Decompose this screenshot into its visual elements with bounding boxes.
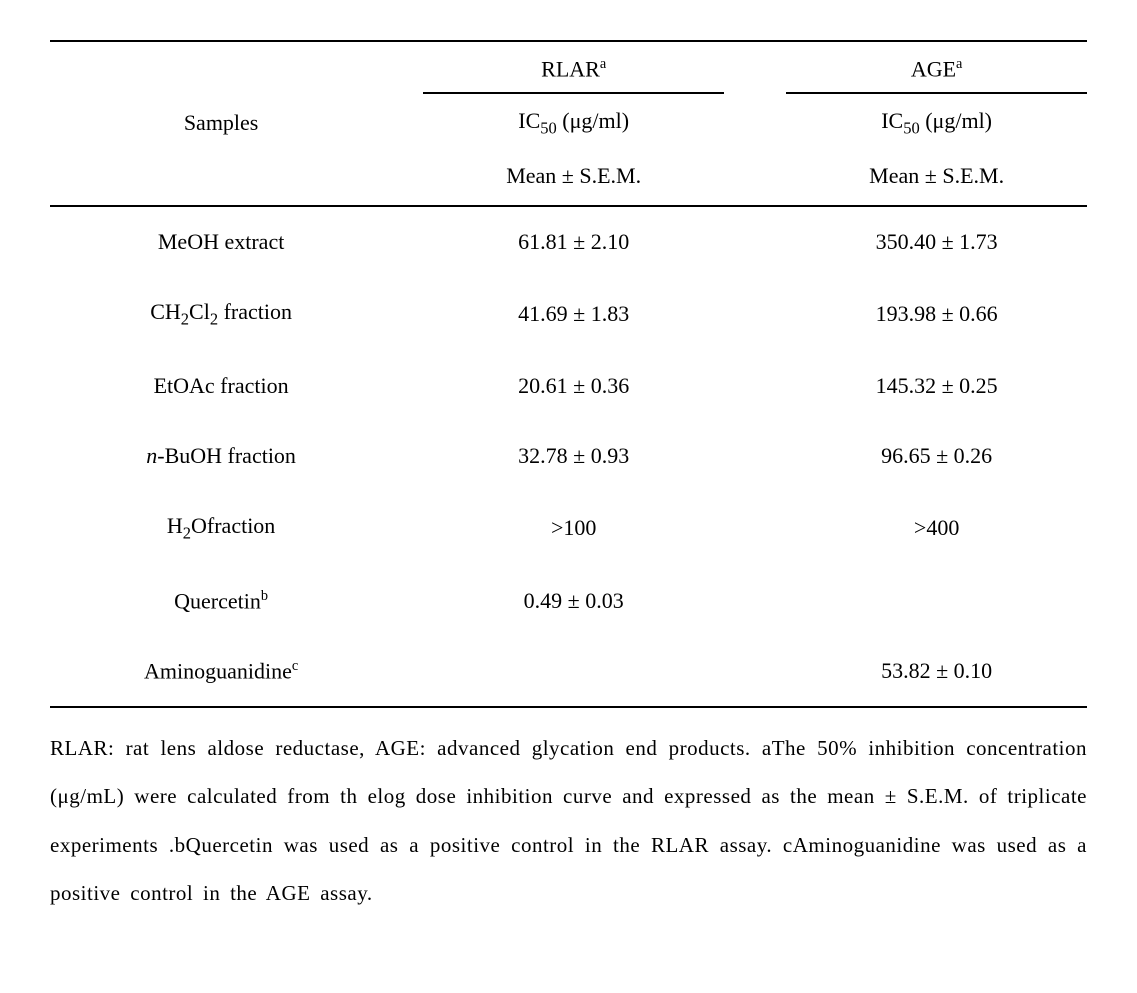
cell-rlar: 20.61 ± 0.36 [423, 351, 724, 421]
cell-sample: Quercetinb [50, 566, 392, 636]
cell-age: 53.82 ± 0.10 [786, 636, 1087, 707]
table-row: H2Ofraction >100 >400 [50, 491, 1087, 565]
cell-sample: n-BuOH fraction [50, 421, 392, 491]
cell-rlar: 61.81 ± 2.10 [423, 206, 724, 277]
cell-sample: Aminoguanidinec [50, 636, 392, 707]
cell-age: 96.65 ± 0.26 [786, 421, 1087, 491]
cell-age: 350.40 ± 1.73 [786, 206, 1087, 277]
header-rlar-ic50: IC50 (μg/ml) [423, 93, 724, 152]
cell-rlar [423, 636, 724, 707]
header-age-mean: Mean ± S.E.M. [786, 153, 1087, 206]
data-table: RLARa AGEa Samples IC50 (μg/ml) IC50 (μg… [50, 40, 1087, 708]
cell-sample: H2Ofraction [50, 491, 392, 565]
table-row: Aminoguanidinec 53.82 ± 0.10 [50, 636, 1087, 707]
header-age-ic50: IC50 (μg/ml) [786, 93, 1087, 152]
cell-sample: EtOAc fraction [50, 351, 392, 421]
header-rlar: RLARa [423, 41, 724, 93]
cell-age: 145.32 ± 0.25 [786, 351, 1087, 421]
cell-rlar: 32.78 ± 0.93 [423, 421, 724, 491]
cell-age: >400 [786, 491, 1087, 565]
cell-age [786, 566, 1087, 636]
cell-rlar: 0.49 ± 0.03 [423, 566, 724, 636]
header-row-group-labels: RLARa AGEa [50, 41, 1087, 93]
cell-sample: CH2Cl2 fraction [50, 277, 392, 351]
header-rlar-mean: Mean ± S.E.M. [423, 153, 724, 206]
header-samples: Samples [50, 93, 392, 152]
cell-rlar: >100 [423, 491, 724, 565]
footnote-text: RLAR: rat lens aldose reductase, AGE: ad… [50, 724, 1087, 917]
cell-sample: MeOH extract [50, 206, 392, 277]
header-row-ic50: Samples IC50 (μg/ml) IC50 (μg/ml) [50, 93, 1087, 152]
table-row: EtOAc fraction 20.61 ± 0.36 145.32 ± 0.25 [50, 351, 1087, 421]
table-row: Quercetinb 0.49 ± 0.03 [50, 566, 1087, 636]
cell-age: 193.98 ± 0.66 [786, 277, 1087, 351]
table-row: n-BuOH fraction 32.78 ± 0.93 96.65 ± 0.26 [50, 421, 1087, 491]
header-age: AGEa [786, 41, 1087, 93]
cell-rlar: 41.69 ± 1.83 [423, 277, 724, 351]
header-row-mean-sem: Mean ± S.E.M. Mean ± S.E.M. [50, 153, 1087, 206]
table-row: MeOH extract 61.81 ± 2.10 350.40 ± 1.73 [50, 206, 1087, 277]
table-row: CH2Cl2 fraction 41.69 ± 1.83 193.98 ± 0.66 [50, 277, 1087, 351]
